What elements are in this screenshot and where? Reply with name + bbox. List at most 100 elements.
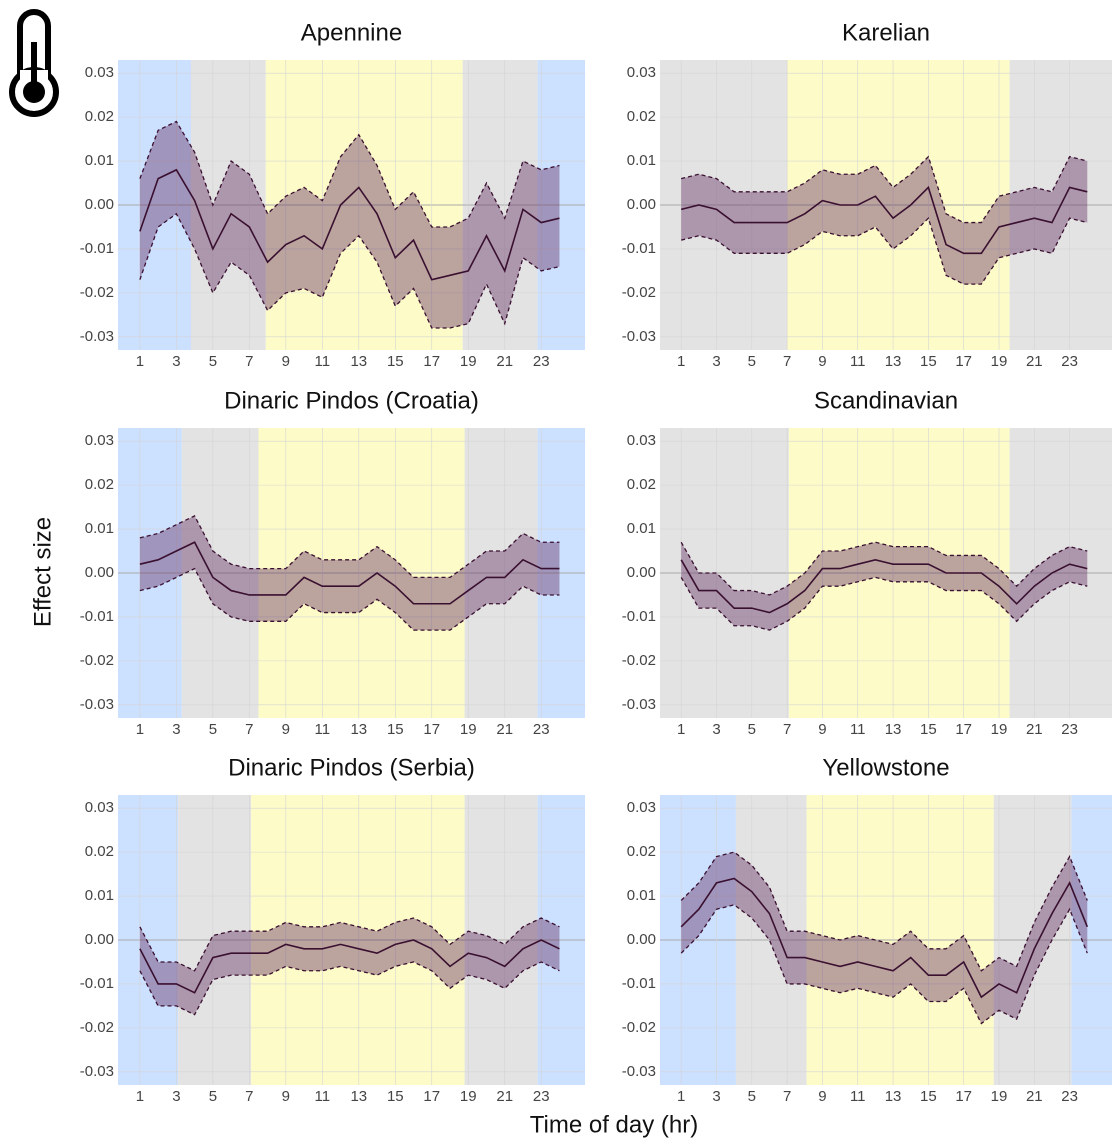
lower-bound xyxy=(681,216,1088,285)
thermometer-mercury xyxy=(23,81,45,103)
x-tick-label: 9 xyxy=(818,721,826,738)
x-tick-label: 17 xyxy=(955,1088,972,1105)
panel-title: Yellowstone xyxy=(822,754,949,781)
y-tick-label: -0.01 xyxy=(80,240,114,257)
x-tick-label: 15 xyxy=(920,353,937,370)
x-tick-label: 1 xyxy=(136,721,144,738)
mean-line xyxy=(139,541,560,605)
x-tick-label: 5 xyxy=(209,353,217,370)
x-tick-label: 21 xyxy=(1026,1088,1043,1105)
x-tick-label: 23 xyxy=(1061,721,1078,738)
y-tick-label: 0.01 xyxy=(85,152,114,169)
y-tick-label: 0.01 xyxy=(85,887,114,904)
x-tick-label: 9 xyxy=(282,721,290,738)
x-tick-label: 13 xyxy=(885,353,902,370)
x-tick-label: 9 xyxy=(282,1088,290,1105)
y-tick-label: -0.03 xyxy=(80,328,114,345)
x-tick-label: 23 xyxy=(1061,1088,1078,1105)
panel-title: Dinaric Pindos (Croatia) xyxy=(224,387,479,414)
panel-title: Scandinavian xyxy=(814,387,958,414)
x-tick-label: 17 xyxy=(955,353,972,370)
x-tick-label: 7 xyxy=(783,353,791,370)
x-tick-label: 1 xyxy=(136,1088,144,1105)
upper-bound xyxy=(681,155,1088,224)
x-tick-label: 5 xyxy=(209,1088,217,1105)
x-tick-label: 13 xyxy=(350,1088,367,1105)
y-tick-label: 0.03 xyxy=(627,64,656,81)
panel-title: Apennine xyxy=(301,19,402,46)
y-tick-label: 0.03 xyxy=(85,799,114,816)
upper-bound xyxy=(139,917,560,972)
lower-bound xyxy=(139,567,560,631)
x-tick-label: 15 xyxy=(920,721,937,738)
panel: -0.03-0.02-0.010.000.010.020.031 3 5 7 9 11 13… xyxy=(622,19,1112,370)
x-tick-label: 19 xyxy=(460,1088,477,1105)
upper-bound xyxy=(680,541,1088,596)
x-tick-label: 9 xyxy=(818,1088,826,1105)
y-tick-label: -0.03 xyxy=(80,696,114,713)
lower-bound xyxy=(680,904,1088,1025)
x-tick-label: 15 xyxy=(387,721,404,738)
mean-line xyxy=(680,185,1088,255)
x-tick-label: 7 xyxy=(245,1088,253,1105)
x-tick-label: 7 xyxy=(783,721,791,738)
x-tick-label: 19 xyxy=(460,721,477,738)
y-tick-label: 0.00 xyxy=(85,931,114,948)
x-tick-label: 21 xyxy=(496,721,513,738)
x-tick-label: 21 xyxy=(1026,721,1043,738)
upper-bound xyxy=(680,851,1088,972)
y-tick-label: 0.03 xyxy=(627,799,656,816)
y-tick-label: 0.03 xyxy=(85,432,114,449)
x-tick-label: 13 xyxy=(885,1088,902,1105)
y-tick-label: 0.00 xyxy=(85,564,114,581)
x-tick-label: 3 xyxy=(172,721,180,738)
lower-bound xyxy=(139,212,560,329)
mean-line xyxy=(680,877,1089,999)
y-tick-label: 0.02 xyxy=(627,108,656,125)
confidence-band xyxy=(681,542,1088,631)
x-tick-label: 17 xyxy=(955,721,972,738)
y-tick-label: 0.00 xyxy=(627,931,656,948)
y-tick-label: 0.00 xyxy=(627,196,656,213)
panel-title: Karelian xyxy=(842,19,930,46)
x-tick-label: 3 xyxy=(712,353,720,370)
x-tick-label: 7 xyxy=(245,353,253,370)
x-tick-label: 23 xyxy=(1061,353,1078,370)
y-tick-label: -0.01 xyxy=(622,240,656,257)
y-tick-label: -0.02 xyxy=(622,1019,656,1036)
x-tick-label: 3 xyxy=(172,1088,180,1105)
y-tick-label: -0.03 xyxy=(622,696,656,713)
x-tick-label: 13 xyxy=(885,721,902,738)
y-tick-label: 0.00 xyxy=(627,564,656,581)
y-tick-label: 0.02 xyxy=(627,476,656,493)
x-tick-label: 11 xyxy=(850,353,866,370)
y-tick-label: 0.01 xyxy=(85,520,114,537)
lower-bound xyxy=(680,576,1088,631)
x-tick-label: 5 xyxy=(748,721,756,738)
y-tick-label: 0.02 xyxy=(85,476,114,493)
x-tick-label: 5 xyxy=(209,721,217,738)
x-tick-label: 21 xyxy=(496,353,513,370)
panel: -0.03-0.02-0.010.000.010.020.031 3 5 7 9 11 13… xyxy=(622,754,1112,1105)
lower-bound xyxy=(139,961,560,1016)
x-tick-label: 3 xyxy=(172,353,180,370)
mean-line xyxy=(680,558,1088,614)
x-tick-label: 19 xyxy=(460,353,477,370)
x-tick-label: 11 xyxy=(850,1088,866,1105)
x-tick-label: 19 xyxy=(991,721,1008,738)
panel-title: Dinaric Pindos (Serbia) xyxy=(228,754,475,781)
confidence-band xyxy=(681,156,1088,285)
x-tick-label: 13 xyxy=(350,721,367,738)
y-tick-label: -0.03 xyxy=(80,1063,114,1080)
x-tick-label: 5 xyxy=(748,353,756,370)
x-axis-label: Time of day (hr) xyxy=(530,1111,698,1138)
x-tick-label: 3 xyxy=(712,721,720,738)
x-tick-label: 1 xyxy=(677,353,685,370)
confidence-band xyxy=(139,918,560,1015)
x-tick-label: 1 xyxy=(677,721,685,738)
x-tick-label: 21 xyxy=(1026,353,1043,370)
mean-line xyxy=(139,168,560,281)
x-tick-label: 19 xyxy=(991,1088,1008,1105)
panel: -0.03-0.02-0.010.000.010.020.031 3 5 7 9 11 13… xyxy=(80,387,585,738)
